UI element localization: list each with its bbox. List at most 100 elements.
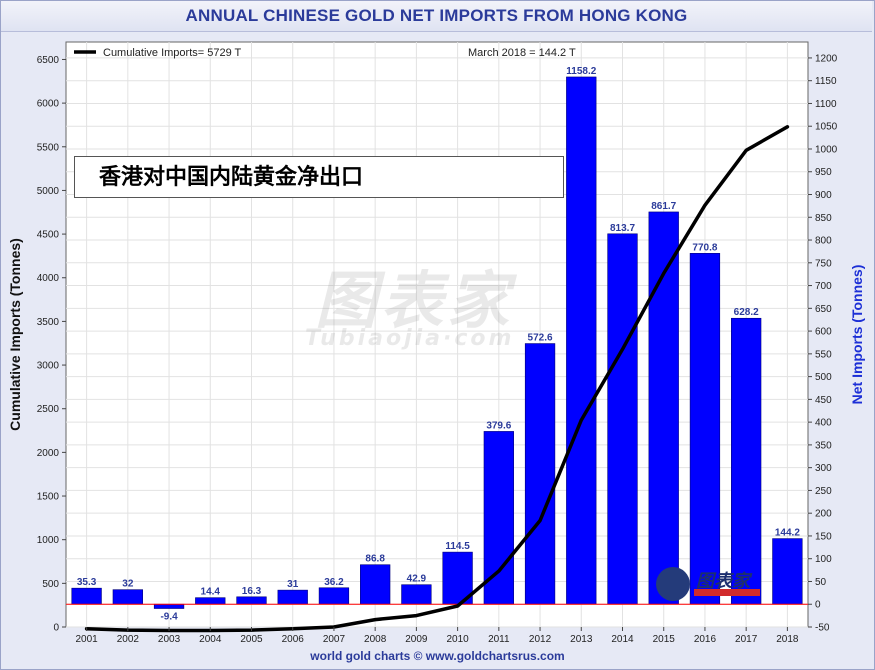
chart-title: ANNUAL CHINESE GOLD NET IMPORTS FROM HON…: [1, 1, 872, 32]
y-right-tick-label: 0: [815, 600, 821, 611]
y-left-tick-label: 3500: [37, 317, 60, 328]
x-tick-label: 2009: [405, 634, 428, 645]
y-right-tick-label: 600: [815, 327, 832, 338]
y-right-tick-label: 300: [815, 463, 832, 474]
y-right-tick-label: 100: [815, 554, 832, 565]
y-left-tick-label: 3000: [37, 361, 60, 372]
bar: [772, 538, 803, 605]
y-left-tick-label: 2500: [37, 404, 60, 415]
y-left-tick-label: 5000: [37, 186, 60, 197]
legend-note: March 2018 = 144.2 T: [468, 47, 576, 59]
x-tick-label: 2013: [570, 634, 593, 645]
bar-value-label: 861.7: [651, 201, 676, 212]
y-right-tick-label: 1100: [815, 99, 837, 110]
bar-value-label: 31: [287, 579, 299, 590]
y-right-tick-label: 900: [815, 190, 832, 201]
y-right-tick-label: 350: [815, 440, 832, 451]
x-tick-label: 2007: [323, 634, 346, 645]
y-left-tick-label: 2000: [37, 448, 60, 459]
x-tick-label: 2004: [199, 634, 222, 645]
y-right-tick-label: 850: [815, 213, 832, 224]
chart-footer: world gold charts © www.goldchartsrus.co…: [310, 649, 565, 663]
x-tick-label: 2016: [694, 634, 717, 645]
x-tick-label: 2014: [611, 634, 634, 645]
y-left-tick-label: 500: [42, 579, 59, 590]
y-right-tick-label: 1150: [815, 76, 837, 87]
bar-value-label: 628.2: [734, 307, 759, 318]
bar-value-label: 32: [122, 579, 134, 590]
y-left-tick-label: 6000: [37, 99, 60, 110]
y-right-tick-label: 700: [815, 281, 832, 292]
y-right-tick-label: 750: [815, 258, 832, 269]
y-left-tick-label: 4500: [37, 230, 60, 241]
bar: [401, 584, 432, 605]
bar-value-label: 42.9: [407, 574, 427, 585]
bar: [153, 603, 185, 609]
y-left-tick-label: 5500: [37, 142, 60, 153]
y-right-axis-label: Net Imports (Tonnes): [849, 265, 865, 405]
bar: [318, 587, 350, 605]
bar-value-label: 572.6: [528, 333, 553, 344]
x-tick-label: 2018: [776, 634, 799, 645]
y-right-tick-label: 950: [815, 167, 832, 178]
y-left-tick-label: 6500: [37, 55, 60, 66]
bar-value-label: 114.5: [445, 541, 470, 552]
x-tick-label: 2008: [364, 634, 387, 645]
logo: 图表家: [656, 567, 766, 603]
y-left-tick-label: 0: [53, 623, 59, 634]
x-tick-label: 2002: [117, 634, 140, 645]
bar: [483, 431, 514, 605]
y-right-tick-label: 500: [815, 372, 832, 383]
x-tick-label: 2005: [240, 634, 263, 645]
x-tick-label: 2012: [529, 634, 552, 645]
bar-value-label: 144.2: [775, 528, 800, 539]
x-tick-label: 2003: [158, 634, 181, 645]
bar: [277, 589, 308, 605]
y-right-tick-label: 800: [815, 236, 832, 247]
y-right-tick-label: 250: [815, 486, 832, 497]
x-tick-label: 2017: [735, 634, 758, 645]
y-right-tick-label: 50: [815, 577, 827, 588]
bar: [195, 597, 226, 605]
x-tick-label: 2011: [488, 634, 510, 645]
bar: [607, 233, 638, 605]
bar-value-label: 379.6: [486, 420, 511, 431]
x-tick-label: 2010: [446, 634, 469, 645]
bar: [731, 317, 762, 605]
y-left-tick-label: 1500: [37, 492, 60, 503]
bar: [360, 564, 391, 605]
legend-line-label: Cumulative Imports= 5729 T: [103, 47, 242, 59]
y-right-tick-label: 1000: [815, 144, 838, 155]
y-right-tick-label: 150: [815, 531, 832, 542]
bar-value-label: 35.3: [77, 577, 97, 588]
y-left-tick-label: 4000: [37, 273, 60, 284]
y-right-tick-label: 650: [815, 304, 832, 315]
logo-circle-icon: [656, 567, 690, 601]
annotation-box: 香港对中国内陆黄金净出口: [74, 156, 564, 198]
bar: [689, 253, 721, 605]
x-tick-label: 2006: [282, 634, 305, 645]
y-right-tick-label: -50: [815, 623, 830, 634]
bar-value-label: 86.8: [365, 554, 385, 565]
bar-value-label: -9.4: [160, 612, 178, 623]
bar: [648, 211, 679, 605]
logo-strip: [694, 589, 760, 596]
bar-value-label: 770.8: [692, 242, 717, 253]
bar-value-label: 36.2: [324, 577, 344, 588]
bar: [71, 587, 102, 605]
y-right-tick-label: 200: [815, 509, 832, 520]
x-tick-label: 2001: [75, 634, 98, 645]
y-left-tick-label: 1000: [37, 535, 60, 546]
cumulative-line: [84, 125, 790, 633]
bar-value-label: 16.3: [242, 586, 262, 597]
y-right-tick-label: 550: [815, 349, 832, 360]
bar: [112, 589, 143, 605]
y-right-tick-label: 1200: [815, 53, 838, 64]
bar-value-label: 1158.2: [566, 66, 596, 77]
bar-value-label: 14.4: [201, 587, 221, 598]
bar: [524, 343, 556, 605]
bar-value-label: 813.7: [610, 223, 635, 234]
bar: [236, 596, 267, 605]
y-left-axis-label: Cumulative Imports (Tonnes): [7, 238, 23, 431]
